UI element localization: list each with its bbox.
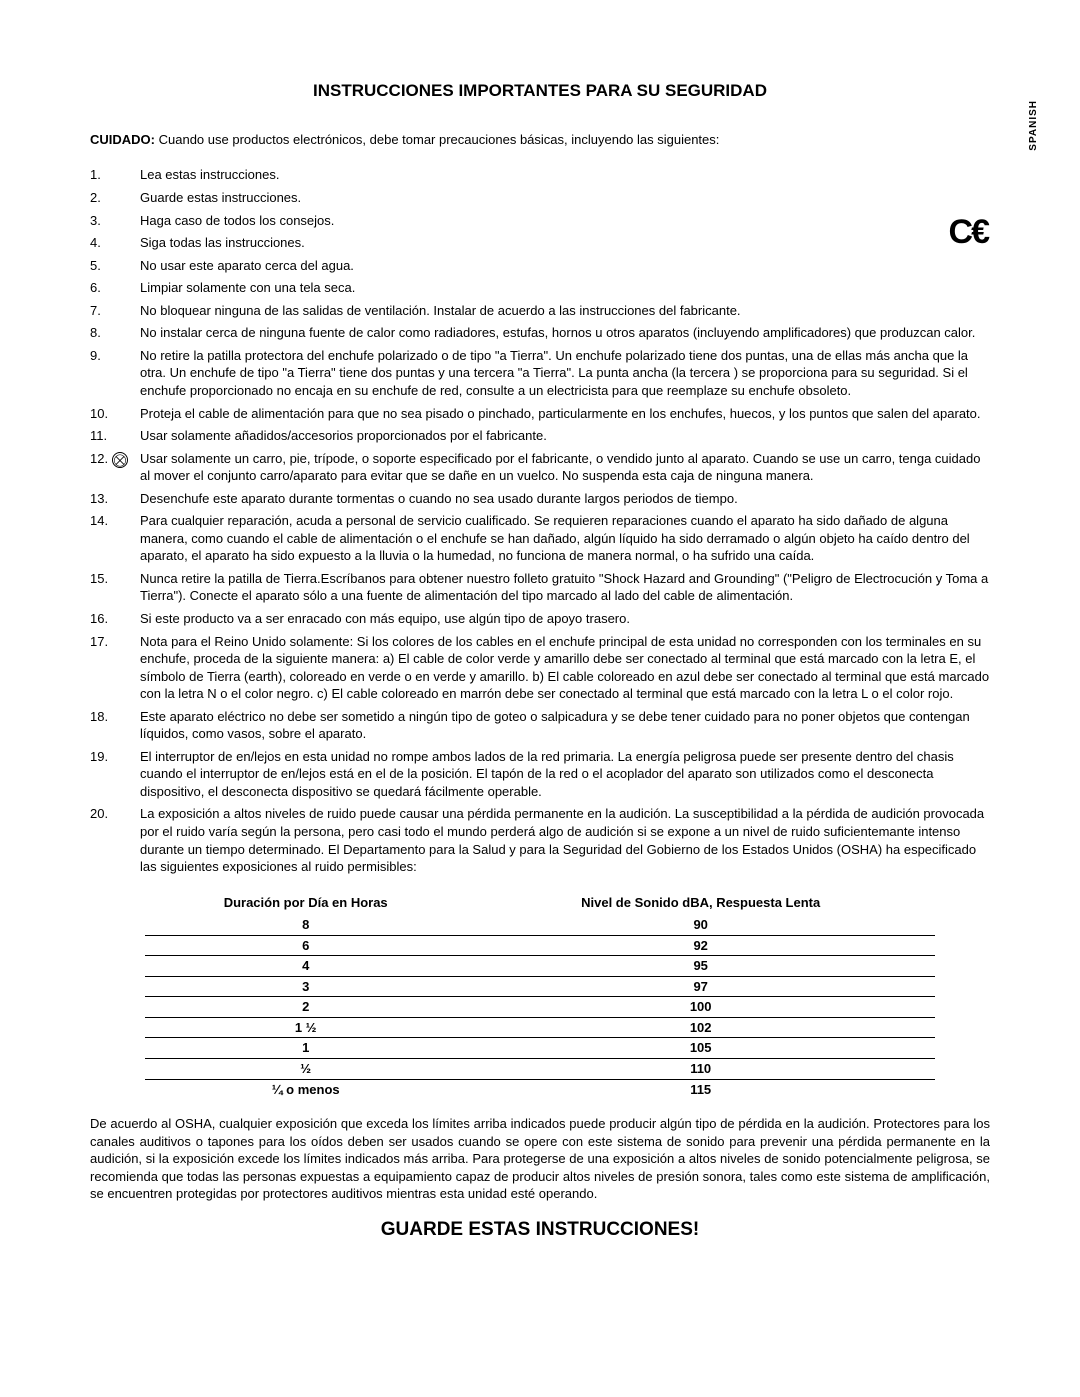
- instruction-text: No bloquear ninguna de las salidas de ve…: [140, 302, 990, 320]
- instruction-item: 12.Usar solamente un carro, pie, trípode…: [90, 450, 990, 485]
- instruction-number: 7.: [90, 302, 140, 320]
- instruction-number: 17.: [90, 633, 140, 703]
- instruction-item: 10.Proteja el cable de alimentación para…: [90, 405, 990, 423]
- footer-title: GUARDE ESTAS INSTRUCCIONES!: [90, 1217, 990, 1243]
- instruction-number: 8.: [90, 324, 140, 342]
- instruction-item: 19.El interruptor de en/lejos en esta un…: [90, 748, 990, 801]
- table-cell: ¼ o menos: [145, 1079, 466, 1099]
- instruction-text: El interruptor de en/lejos en esta unida…: [140, 748, 990, 801]
- instruction-number: 18.: [90, 708, 140, 743]
- instruction-text: Para cualquier reparación, acuda a perso…: [140, 512, 990, 565]
- table-row: 1 ½102: [145, 1017, 935, 1038]
- table-cell: 95: [466, 956, 935, 977]
- instruction-item: 14.Para cualquier reparación, acuda a pe…: [90, 512, 990, 565]
- table-row: 495: [145, 956, 935, 977]
- instruction-number: 11.: [90, 427, 140, 445]
- instruction-text: Si este producto va a ser enracado con m…: [140, 610, 990, 628]
- osha-footer-text: De acuerdo al OSHA, cualquier exposición…: [90, 1115, 990, 1203]
- instruction-number: 5.: [90, 257, 140, 275]
- table-row: 1105: [145, 1038, 935, 1059]
- table-row: 890: [145, 915, 935, 935]
- instruction-number: 13.: [90, 490, 140, 508]
- table-cell: ½: [145, 1059, 466, 1080]
- table-cell: 110: [466, 1059, 935, 1080]
- instruction-text: Usar solamente un carro, pie, trípode, o…: [140, 450, 990, 485]
- table-header-duration: Duración por Día en Horas: [145, 890, 466, 916]
- instruction-text: No instalar cerca de ninguna fuente de c…: [140, 324, 990, 342]
- table-cell: 8: [145, 915, 466, 935]
- instruction-number: 6.: [90, 279, 140, 297]
- instruction-text: Lea estas instrucciones.: [140, 166, 990, 184]
- instruction-text: Nunca retire la patilla de Tierra.Escríb…: [140, 570, 990, 605]
- instruction-number: 19.: [90, 748, 140, 801]
- table-cell: 105: [466, 1038, 935, 1059]
- table-row: 2100: [145, 997, 935, 1018]
- instruction-text: Limpiar solamente con una tela seca.: [140, 279, 990, 297]
- instruction-number: 1.: [90, 166, 140, 184]
- instruction-text: No retire la patilla protectora del ench…: [140, 347, 990, 400]
- instruction-item: 9.No retire la patilla protectora del en…: [90, 347, 990, 400]
- table-cell: 2: [145, 997, 466, 1018]
- instruction-number: 14.: [90, 512, 140, 565]
- instruction-text: Proteja el cable de alimentación para qu…: [140, 405, 990, 423]
- instruction-item: 7.No bloquear ninguna de las salidas de …: [90, 302, 990, 320]
- instruction-item: 20.La exposición a altos niveles de ruid…: [90, 805, 990, 875]
- table-cell: 102: [466, 1017, 935, 1038]
- table-cell: 6: [145, 935, 466, 956]
- table-row: ½110: [145, 1059, 935, 1080]
- instruction-number: 2.: [90, 189, 140, 207]
- table-cell: 92: [466, 935, 935, 956]
- table-cell: 4: [145, 956, 466, 977]
- instruction-item: 17.Nota para el Reino Unido solamente: S…: [90, 633, 990, 703]
- instruction-item: 16.Si este producto va a ser enracado co…: [90, 610, 990, 628]
- instruction-number: 15.: [90, 570, 140, 605]
- instruction-number: 16.: [90, 610, 140, 628]
- instruction-item: 5.No usar este aparato cerca del agua.: [90, 257, 990, 275]
- instruction-item: 2.Guarde estas instrucciones.: [90, 189, 990, 207]
- instruction-list: 1.Lea estas instrucciones.2.Guarde estas…: [90, 166, 990, 875]
- instruction-item: 4.Siga todas las instrucciones.: [90, 234, 990, 252]
- caution-line: CUIDADO: Cuando use productos electrónic…: [90, 131, 990, 149]
- cart-warning-icon: [112, 452, 128, 468]
- table-cell: 100: [466, 997, 935, 1018]
- language-label: SPANISH: [1027, 100, 1041, 151]
- table-row: 397: [145, 976, 935, 997]
- page-title: INSTRUCCIONES IMPORTANTES PARA SU SEGURI…: [90, 80, 990, 103]
- instruction-item: 13.Desenchufe este aparato durante torme…: [90, 490, 990, 508]
- table-cell: 3: [145, 976, 466, 997]
- table-cell: 1 ½: [145, 1017, 466, 1038]
- instruction-number: 4.: [90, 234, 140, 252]
- table-row: 692: [145, 935, 935, 956]
- instruction-text: Nota para el Reino Unido solamente: Si l…: [140, 633, 990, 703]
- instruction-number: 3.: [90, 212, 140, 230]
- instruction-text: Siga todas las instrucciones.: [140, 234, 990, 252]
- table-cell: 97: [466, 976, 935, 997]
- table-row: ¼ o menos115: [145, 1079, 935, 1099]
- instruction-text: No usar este aparato cerca del agua.: [140, 257, 990, 275]
- instruction-text: La exposición a altos niveles de ruido p…: [140, 805, 990, 875]
- instruction-number: 9.: [90, 347, 140, 400]
- table-header-level: Nivel de Sonido dBA, Respuesta Lenta: [466, 890, 935, 916]
- instruction-number: 20.: [90, 805, 140, 875]
- instruction-item: 15.Nunca retire la patilla de Tierra.Esc…: [90, 570, 990, 605]
- table-cell: 115: [466, 1079, 935, 1099]
- table-cell: 90: [466, 915, 935, 935]
- instruction-item: 1.Lea estas instrucciones.: [90, 166, 990, 184]
- instruction-item: 18.Este aparato eléctrico no debe ser so…: [90, 708, 990, 743]
- instruction-text: Desenchufe este aparato durante tormenta…: [140, 490, 990, 508]
- instruction-item: 6.Limpiar solamente con una tela seca.: [90, 279, 990, 297]
- instruction-item: 11.Usar solamente añadidos/accesorios pr…: [90, 427, 990, 445]
- caution-label: CUIDADO:: [90, 132, 155, 147]
- instruction-text: Usar solamente añadidos/accesorios propo…: [140, 427, 990, 445]
- caution-text: Cuando use productos electrónicos, debe …: [155, 132, 719, 147]
- instruction-item: 3.Haga caso de todos los consejos.: [90, 212, 990, 230]
- instruction-text: Este aparato eléctrico no debe ser somet…: [140, 708, 990, 743]
- instruction-text: Guarde estas instrucciones.: [140, 189, 990, 207]
- instruction-item: 8.No instalar cerca de ninguna fuente de…: [90, 324, 990, 342]
- osha-table: Duración por Día en Horas Nivel de Sonid…: [145, 890, 935, 1099]
- instruction-text: Haga caso de todos los consejos.: [140, 212, 990, 230]
- instruction-number: 10.: [90, 405, 140, 423]
- table-cell: 1: [145, 1038, 466, 1059]
